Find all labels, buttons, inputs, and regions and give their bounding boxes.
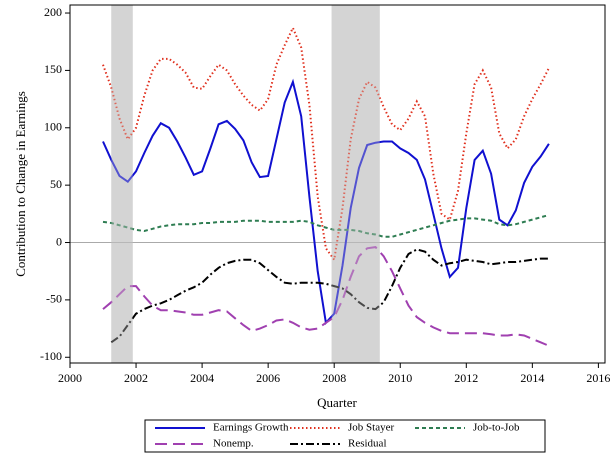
y-tick-label: 100 [44, 120, 62, 134]
shaded-region [111, 5, 133, 363]
y-tick-label: 200 [44, 5, 62, 19]
x-tick-label: 2012 [454, 371, 478, 385]
x-tick-label: 2014 [520, 371, 544, 385]
y-axis-label: Contribution to Change in Earnings [13, 91, 28, 277]
series-line [102, 214, 550, 238]
y-tick-label: -50 [46, 292, 62, 306]
legend-label: Job-to-Job [473, 422, 520, 434]
x-tick-label: 2010 [388, 371, 412, 385]
legend-label: Residual [348, 438, 387, 450]
legend-label: Job Stayer [348, 422, 394, 434]
x-tick-label: 2002 [124, 371, 148, 385]
y-tick-label: -100 [40, 349, 62, 363]
y-tick-label: 150 [44, 62, 62, 76]
legend-box [144, 419, 546, 453]
shaded-overlay [111, 5, 133, 363]
plot-frame [69, 4, 606, 364]
y-tick-label: 0 [56, 234, 62, 248]
x-tick-label: 2000 [58, 371, 82, 385]
x-tick-label: 2016 [586, 371, 610, 385]
legend-label: Nonemp. [213, 438, 254, 450]
legend-label: Earnings Growth [213, 422, 289, 434]
series-line [102, 25, 550, 263]
x-tick-label: 2006 [256, 371, 280, 385]
series-line [110, 248, 549, 344]
series-line [102, 246, 550, 347]
y-tick-label: 50 [50, 177, 62, 191]
x-tick-label: 2008 [322, 371, 346, 385]
x-axis-label: Quarter [317, 395, 357, 410]
shaded-overlay [331, 5, 380, 363]
x-tick-label: 2004 [190, 371, 214, 385]
